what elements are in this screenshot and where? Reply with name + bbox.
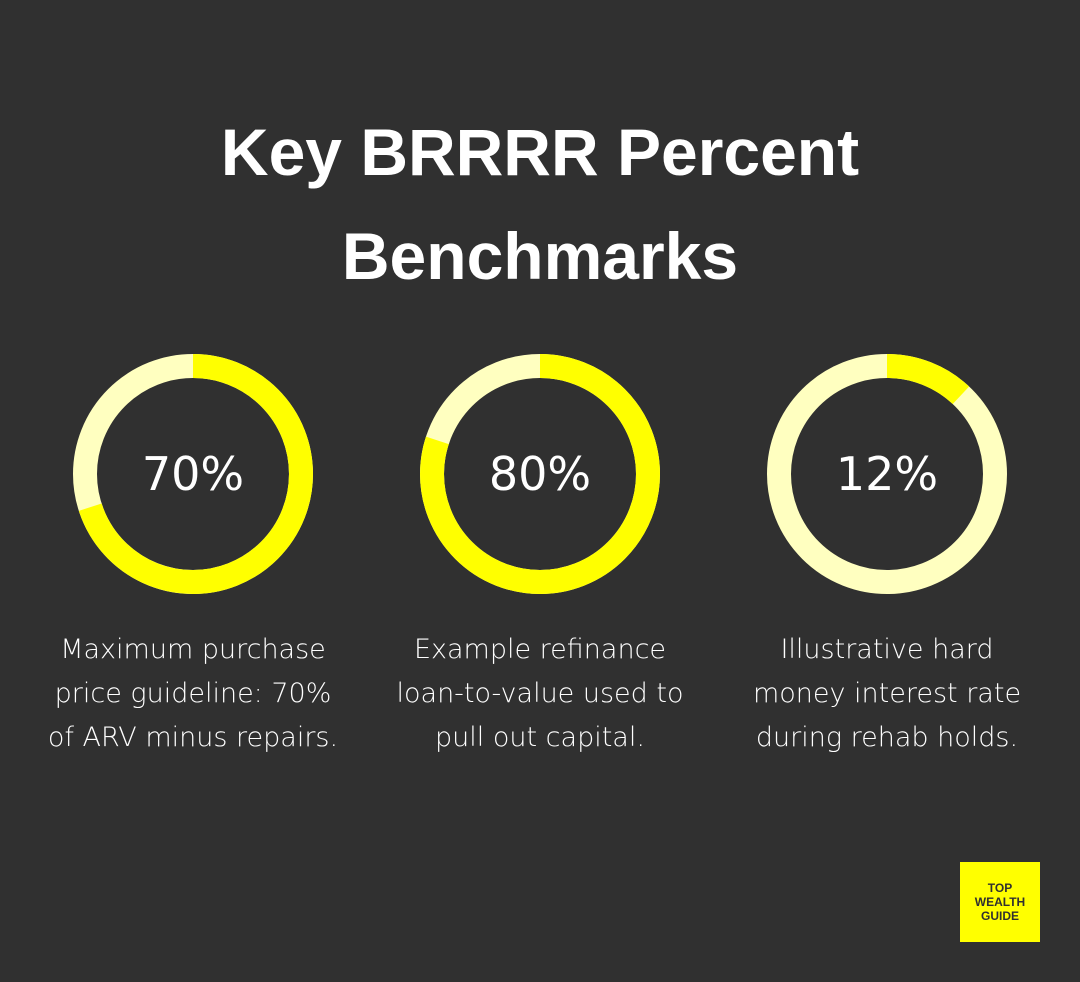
description-line: money interest rate [752,678,1022,709]
stat-description: Example refinance loan-to-value used to … [390,628,690,760]
donut-gauge: 70% [73,354,313,594]
description-line: Example refinance [413,634,667,665]
stat-value: 70% [141,447,245,501]
stat-value: 80% [488,447,592,501]
donut-ring-icon [73,354,313,594]
donut-gauge: 12% [767,354,1007,594]
description-line: of ARV minus repairs. [47,722,339,753]
description-line: price guideline: 70% [54,678,332,709]
stat-value: 12% [835,447,939,501]
donut-ring-icon [420,354,660,594]
page-title: Key BRRRR Percent Benchmarks [0,100,1080,308]
description-line: loan-to-value used to [396,678,684,709]
stat-description: Illustrative hard money interest rate du… [737,628,1037,760]
logo-line: WEALTH [974,895,1026,909]
brand-logo: TOP WEALTH GUIDE [960,862,1040,942]
donut-gauge: 80% [420,354,660,594]
description-line: Maximum purchase [60,634,326,665]
title-line-1: Key BRRRR Percent [220,115,860,189]
description-line: pull out capital. [435,722,645,753]
stat-card-purchase-price: 70% Maximum purchase price guideline: 70… [43,354,343,760]
donut-ring-icon [767,354,1007,594]
stat-description: Maximum purchase price guideline: 70% of… [43,628,343,760]
logo-line: GUIDE [980,909,1019,923]
logo-line: TOP [987,881,1013,895]
description-line: Illustrative hard [780,634,994,665]
title-line-2: Benchmarks [341,219,739,293]
stat-card-hard-money-rate: 12% Illustrative hard money interest rat… [737,354,1037,760]
stat-card-refinance-ltv: 80% Example refinance loan-to-value used… [390,354,690,760]
description-line: during rehab holds. [755,722,1019,753]
